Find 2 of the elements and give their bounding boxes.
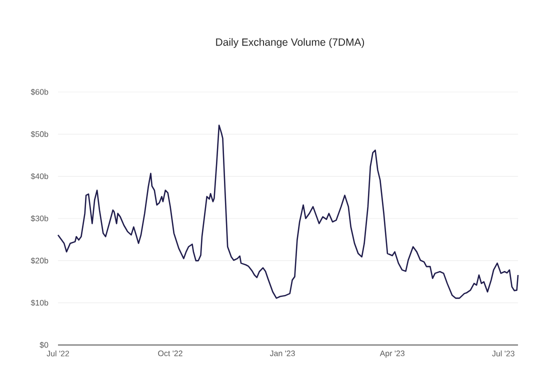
line-series xyxy=(57,124,519,299)
chart-title: Daily Exchange Volume (7DMA) xyxy=(216,38,364,48)
